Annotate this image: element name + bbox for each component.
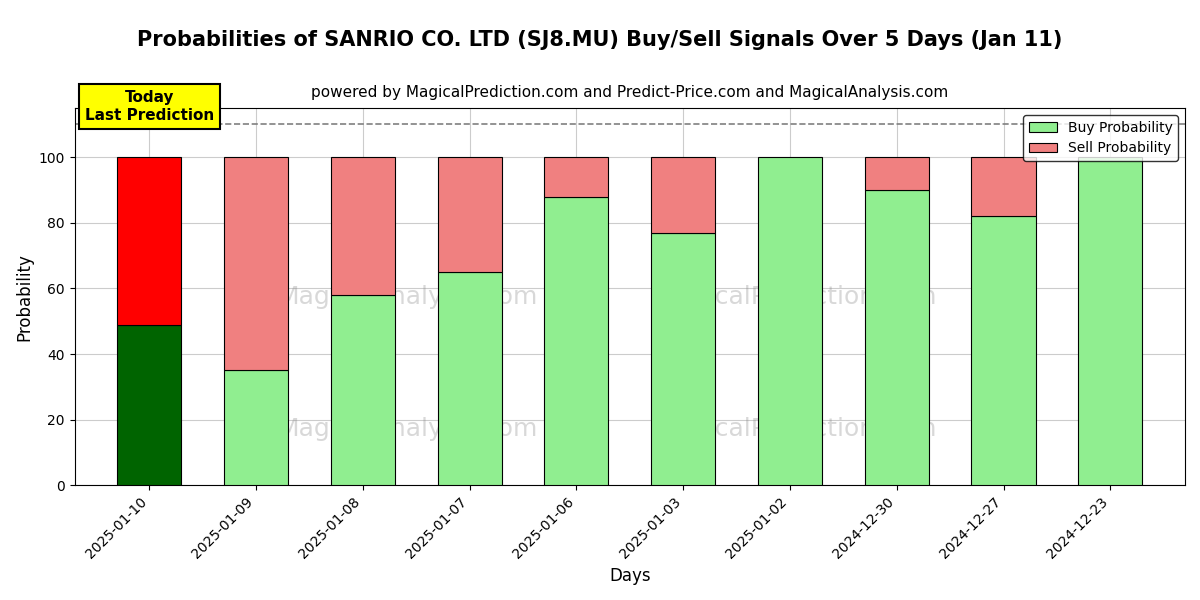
Bar bbox=[224, 370, 288, 485]
X-axis label: Days: Days bbox=[610, 567, 650, 585]
Bar bbox=[438, 157, 502, 272]
Bar bbox=[118, 157, 181, 325]
Text: MagicalAnalysis.com: MagicalAnalysis.com bbox=[277, 416, 538, 440]
Y-axis label: Probability: Probability bbox=[16, 253, 34, 341]
Title: powered by MagicalPrediction.com and Predict-Price.com and MagicalAnalysis.com: powered by MagicalPrediction.com and Pre… bbox=[311, 85, 948, 100]
Bar bbox=[331, 295, 395, 485]
Bar bbox=[865, 190, 929, 485]
Legend: Buy Probability, Sell Probability: Buy Probability, Sell Probability bbox=[1024, 115, 1178, 161]
Text: Today
Last Prediction: Today Last Prediction bbox=[85, 91, 214, 123]
Bar bbox=[331, 157, 395, 295]
Bar bbox=[545, 197, 608, 485]
Bar bbox=[224, 157, 288, 370]
Bar bbox=[652, 157, 715, 233]
Text: MagicalAnalysis.com: MagicalAnalysis.com bbox=[277, 284, 538, 308]
Text: MagicalPrediction.com: MagicalPrediction.com bbox=[655, 416, 937, 440]
Text: MagicalPrediction.com: MagicalPrediction.com bbox=[655, 284, 937, 308]
Text: Probabilities of SANRIO CO. LTD (SJ8.MU) Buy/Sell Signals Over 5 Days (Jan 11): Probabilities of SANRIO CO. LTD (SJ8.MU)… bbox=[137, 30, 1063, 50]
Bar bbox=[1079, 157, 1142, 485]
Bar bbox=[438, 272, 502, 485]
Bar bbox=[972, 157, 1036, 216]
Bar bbox=[545, 157, 608, 197]
Bar bbox=[118, 325, 181, 485]
Bar bbox=[652, 233, 715, 485]
Bar bbox=[758, 157, 822, 485]
Bar bbox=[865, 157, 929, 190]
Bar bbox=[972, 216, 1036, 485]
